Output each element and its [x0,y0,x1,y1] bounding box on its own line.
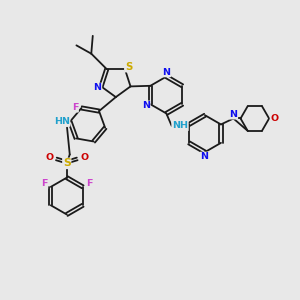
Text: O: O [80,153,88,162]
Text: O: O [45,153,53,162]
Text: N: N [94,83,102,92]
Text: S: S [125,62,132,72]
Text: F: F [41,179,47,188]
Text: S: S [63,158,71,168]
Text: F: F [72,103,78,112]
Text: N: N [162,68,170,76]
Text: N: N [200,152,208,161]
Text: N: N [230,110,237,119]
Text: NH: NH [172,122,188,130]
Text: O: O [270,114,278,123]
Text: HN: HN [54,117,70,126]
Text: N: N [142,101,150,110]
Text: F: F [86,179,92,188]
